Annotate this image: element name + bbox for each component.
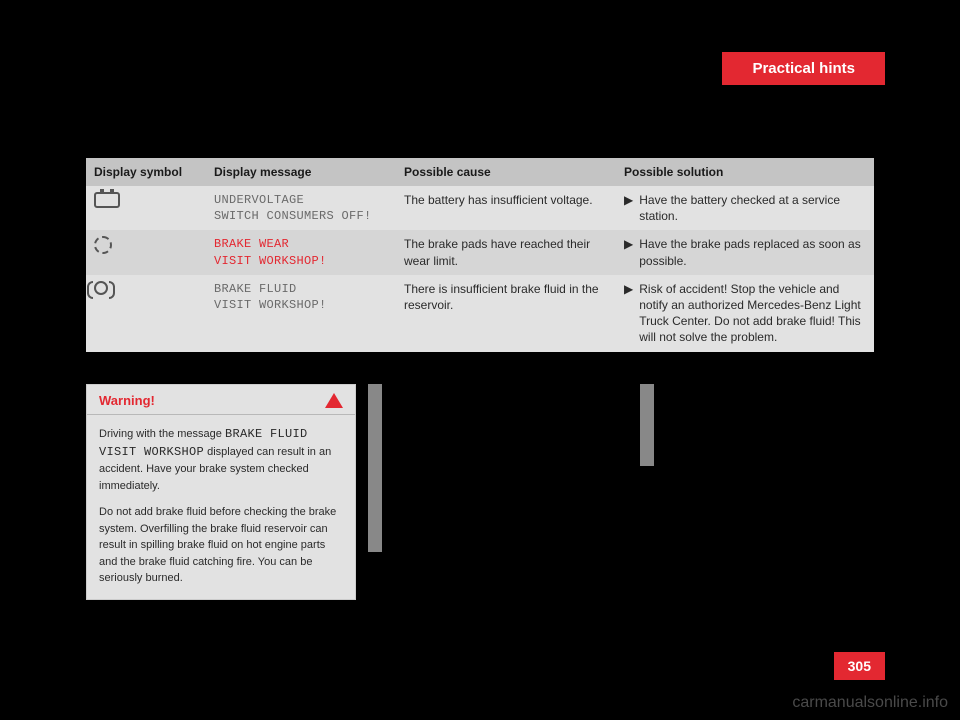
msg-line1: BRAKE FLUID — [214, 281, 388, 297]
header-tab: Practical hints — [722, 52, 885, 85]
warning-triangle-icon — [325, 393, 343, 408]
bullet-icon: ▶ — [624, 281, 633, 346]
warning-paragraph: Driving with the message BRAKE FLUID VIS… — [99, 425, 343, 494]
cause-text: The brake pads have reached their wear l… — [396, 230, 616, 274]
page-number: 305 — [834, 652, 885, 680]
msg-line1: UNDERVOLTAGE — [214, 192, 388, 208]
msg-line2: VISIT WORKSHOP! — [214, 253, 388, 269]
header-title: Practical hints — [752, 60, 855, 77]
diagnostics-table: Display symbol Display message Possible … — [86, 158, 874, 352]
table-row: BRAKE FLUID VISIT WORKSHOP! There is ins… — [86, 275, 874, 352]
brake-fluid-icon — [94, 281, 108, 295]
cause-text: The battery has insufficient voltage. — [396, 186, 616, 230]
col-cause: Possible cause — [396, 158, 616, 186]
battery-icon — [94, 192, 120, 208]
redaction-bar — [640, 384, 654, 466]
warning-title: Warning! — [99, 393, 155, 408]
col-solution: Possible solution — [616, 158, 874, 186]
watermark: carmanualsonline.info — [792, 694, 948, 712]
col-symbol: Display symbol — [86, 158, 206, 186]
warning-box: Warning! Driving with the message BRAKE … — [86, 384, 356, 600]
solution-text: Have the brake pads replaced as soon as … — [639, 236, 866, 268]
bullet-icon: ▶ — [624, 236, 633, 268]
redaction-bar — [368, 384, 382, 552]
col-message: Display message — [206, 158, 396, 186]
bullet-icon: ▶ — [624, 192, 633, 224]
solution-text: Risk of accident! Stop the vehicle and n… — [639, 281, 866, 346]
table-row: UNDERVOLTAGE SWITCH CONSUMERS OFF! The b… — [86, 186, 874, 230]
solution-text: Have the battery checked at a ser­vice s… — [639, 192, 866, 224]
msg-line2: VISIT WORKSHOP! — [214, 297, 388, 313]
warning-paragraph: Do not add brake fluid before checking t… — [99, 504, 343, 587]
table-row: BRAKE WEAR VISIT WORKSHOP! The brake pad… — [86, 230, 874, 274]
table-header-row: Display symbol Display message Possible … — [86, 158, 874, 186]
msg-line2: SWITCH CONSUMERS OFF! — [214, 208, 388, 224]
brake-wear-icon — [94, 236, 112, 254]
cause-text: There is insufficient brake fluid in the… — [396, 275, 616, 352]
msg-line1: BRAKE WEAR — [214, 236, 388, 252]
